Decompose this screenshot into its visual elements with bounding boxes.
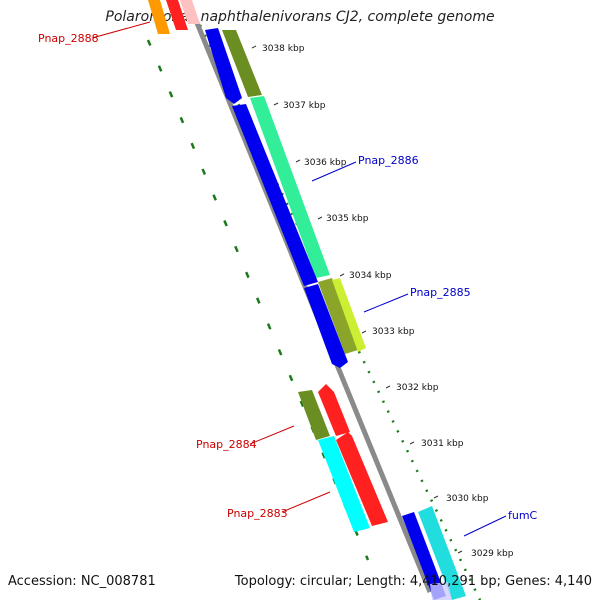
tick-mark-3032 [385,385,391,389]
leader-pnap-2883 [281,491,331,513]
tick-label-3036: 3036 kbp [304,158,347,168]
gene-label-fumc: fumC [508,509,538,522]
cds-blue-long [232,104,318,286]
cds-blue-top [205,28,242,104]
tick-label-3030: 3030 kbp [446,494,489,504]
tick-marks [251,45,463,554]
leader-pnap-2885 [363,293,409,313]
tick-label-3029: 3029 kbp [471,549,514,559]
leader-fumc [463,515,507,537]
cds-blue-fumc-left [402,512,446,600]
leader-pnap-2886 [311,161,357,182]
tick-label-3032: 3032 kbp [396,383,439,393]
accession-text: Accession: NC_008781 [8,574,156,589]
gene-label-pnap-2888: Pnap_2888 [38,32,99,45]
cds-red-2883 [336,432,388,526]
cds-pnap-2883-cyan [318,436,370,532]
gene-label-pnap-2883: Pnap_2883 [227,507,288,520]
cds-fumc-pale [430,582,452,600]
tick-mark-3034 [339,273,345,277]
cds-blue-lower [304,284,348,368]
cds-olive-top [222,30,262,97]
tick-mark-3030 [433,495,439,499]
cds-pnap-2888-orange [148,0,170,34]
gene-label-pnap-2886: Pnap_2886 [358,154,419,167]
tick-label-3037: 3037 kbp [283,101,326,111]
tick-label-3031: 3031 kbp [421,439,464,449]
cds-pnap-2885-olive [318,278,358,354]
gene-label-pnap-2884: Pnap_2884 [196,438,257,451]
cds-pink-top [180,0,200,24]
tick-mark-3038 [251,45,257,49]
tick-label-3034: 3034 kbp [349,271,392,281]
cds-red-top [166,0,188,30]
genome-summary-text: Topology: circular; Length: 4,410,291 bp… [234,574,592,589]
tick-mark-3036 [295,159,301,163]
tick-mark-3029 [457,550,463,554]
gc-inner-dotted-line [146,39,370,561]
tick-mark-3031 [409,441,415,445]
tick-mark-3037 [273,102,279,106]
cds-yellowgreen [332,278,366,352]
cds-pnap-2884-olive [298,390,330,440]
cds-pnap-2886-aquamarine [250,96,330,278]
tick-label-3033: 3033 kbp [372,327,415,337]
cds-red-2884 [318,384,350,436]
cds-fumc-cyan [418,506,466,600]
leader-pnap-2884 [249,425,295,445]
map-title: Polaromonas naphthalenivorans CJ2, compl… [105,9,495,25]
tick-label-3038: 3038 kbp [262,44,305,54]
tick-label-3035: 3035 kbp [326,214,369,224]
tick-mark-3035 [317,216,323,220]
leader-pnap-2888 [91,21,151,39]
gene-label-pnap-2885: Pnap_2885 [410,286,471,299]
tick-mark-3033 [361,330,367,334]
